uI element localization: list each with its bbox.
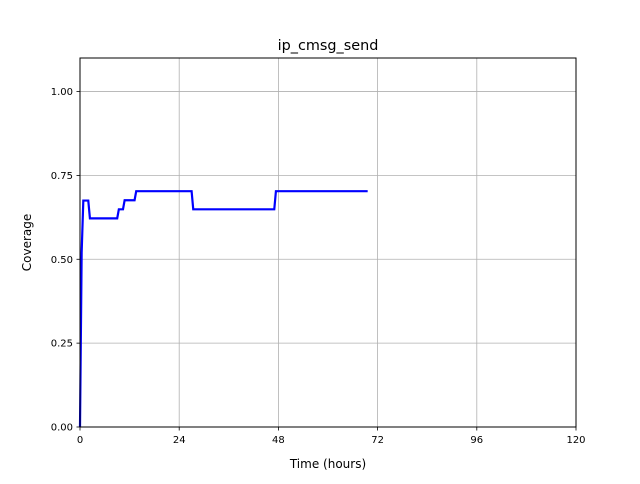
x-tick-label: 72	[371, 435, 384, 446]
x-axis-ticks: 0 24 48 72 96 120	[77, 427, 586, 446]
y-axis-ticks: 0.00 0.25 0.50 0.75 1.00	[51, 87, 80, 434]
plot-frame	[79, 57, 577, 428]
chart-title: ip_cmsg_send	[278, 38, 379, 54]
y-tick-label: 0.75	[51, 171, 73, 182]
y-tick-label: 1.00	[51, 87, 73, 98]
y-tick-label: 0.50	[51, 255, 73, 266]
x-tick-label: 48	[272, 435, 285, 446]
y-tick-label: 0.25	[51, 339, 73, 350]
y-tick-label: 0.00	[51, 423, 73, 434]
x-axis-label: Time (hours)	[289, 457, 366, 471]
y-axis-label: Coverage	[20, 214, 34, 272]
series-layer	[78, 190, 368, 428]
x-tick-label: 0	[77, 435, 83, 446]
grid-lines	[79, 58, 577, 428]
coverage-series-line	[78, 190, 368, 428]
plot-area-background	[80, 58, 576, 427]
x-tick-label: 120	[566, 435, 585, 446]
x-tick-label: 24	[173, 435, 186, 446]
x-tick-label: 96	[470, 435, 483, 446]
